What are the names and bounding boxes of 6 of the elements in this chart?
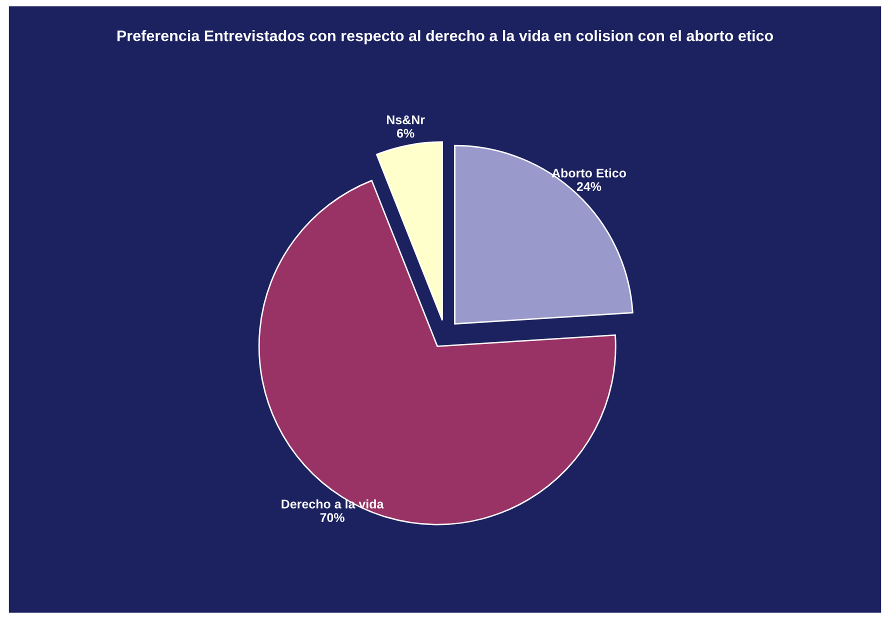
data-label: 6% [397, 128, 414, 138]
chart-title: Preferencia Entrevistados con respecto al derecho a la vida en colision con el aborto etico [117, 30, 774, 44]
data-label: 24% [576, 182, 602, 191]
data-label: 70% [320, 513, 344, 522]
slice-label: Aborto Etico [552, 168, 626, 178]
slice-label: Ns&Nr [386, 115, 425, 124]
